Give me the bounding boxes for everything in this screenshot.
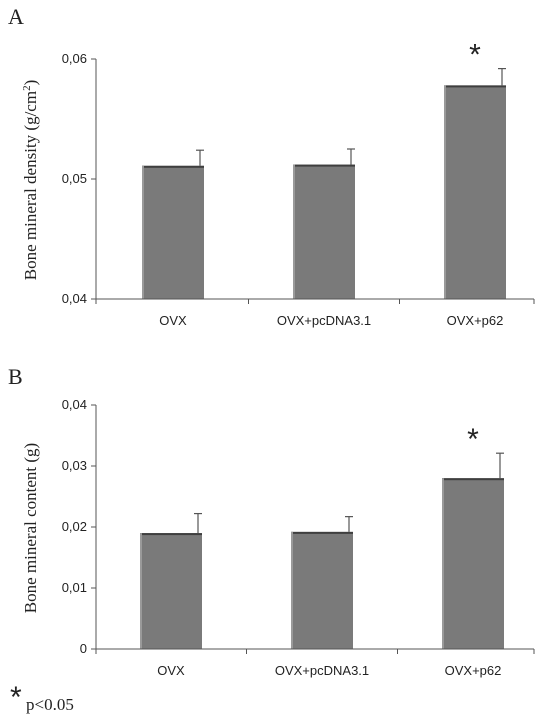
bar-left-edge [442, 478, 444, 649]
y-tick-label: 0,06 [62, 51, 87, 66]
bar [291, 531, 353, 649]
bar [444, 85, 506, 300]
panel-a-ylabel-sup: 2 [21, 85, 33, 91]
bar-left-edge [140, 533, 142, 649]
y-tick-label: 0,03 [62, 458, 87, 473]
footnote: * p<0.05 [10, 681, 74, 714]
bar-left-edge [293, 164, 295, 299]
panel-b-ylabel: Bone mineral content (g) [21, 443, 40, 613]
panel-b-x-axis: OVX OVX+pcDNA3.1 OVX+p62 [95, 648, 535, 678]
y-tick-label: 0,02 [62, 519, 87, 534]
bar [140, 533, 202, 649]
bar-group [142, 149, 204, 299]
bar-left-edge [291, 531, 293, 649]
x-category-label: OVX [157, 663, 185, 678]
bar-group: * [444, 39, 506, 300]
panel-a-ylabel-main: Bone mineral density (g/cm [21, 91, 40, 280]
x-category-label: OVX+p62 [447, 313, 504, 328]
bar-left-edge [142, 165, 144, 299]
y-tick-label: 0,04 [62, 291, 87, 306]
bar [442, 478, 504, 649]
y-tick-label: 0,05 [62, 171, 87, 186]
significance-marker: * [467, 423, 479, 456]
panel-a-ylabel-end: ) [21, 80, 40, 86]
panel-b-y-axis: 0 0,01 0,02 0,03 0,04 [62, 397, 97, 656]
bar-group [140, 512, 202, 649]
panel-a: A Bone mineral density (g/cm2) 0,040,050… [8, 4, 535, 328]
bar-top-edge [442, 478, 504, 481]
panel-b-bars: * [140, 423, 504, 649]
bar-top-edge [291, 531, 353, 534]
significance-marker: * [469, 39, 481, 72]
panel-a-label: A [8, 4, 24, 29]
y-tick-label: 0,01 [62, 580, 87, 595]
x-category-label: OVX+p62 [445, 663, 502, 678]
x-category-label: OVX [159, 313, 187, 328]
bar-left-edge [444, 85, 446, 300]
y-tick-label: 0 [80, 641, 87, 656]
y-tick-label: 0,04 [62, 397, 87, 412]
x-category-label: OVX+pcDNA3.1 [275, 663, 369, 678]
footnote-symbol: * [10, 681, 22, 714]
footnote-text: p<0.05 [26, 695, 74, 714]
bar-top-edge [142, 165, 204, 168]
panel-a-x-axis: OVX OVX+pcDNA3.1 OVX+p62 [95, 298, 535, 328]
panel-a-y-axis: 0,04 0,05 0,06 [62, 51, 97, 306]
bar [142, 165, 204, 299]
bar-group [293, 148, 355, 299]
bar-group: * [442, 423, 504, 649]
panel-a-ylabel: Bone mineral density (g/cm2) [21, 80, 40, 281]
panel-b-label: B [8, 364, 23, 389]
panel-b-ylabel-main: Bone mineral content (g) [21, 443, 40, 613]
bar-top-edge [444, 85, 506, 88]
bar-top-edge [140, 533, 202, 536]
bar-group [291, 516, 353, 649]
panel-a-bars: * [142, 39, 506, 300]
panel-b: B Bone mineral content (g) 0 0,01 0,02 0,03… [8, 364, 535, 678]
bar [293, 164, 355, 299]
x-category-label: OVX+pcDNA3.1 [277, 313, 371, 328]
bar-top-edge [293, 164, 355, 167]
